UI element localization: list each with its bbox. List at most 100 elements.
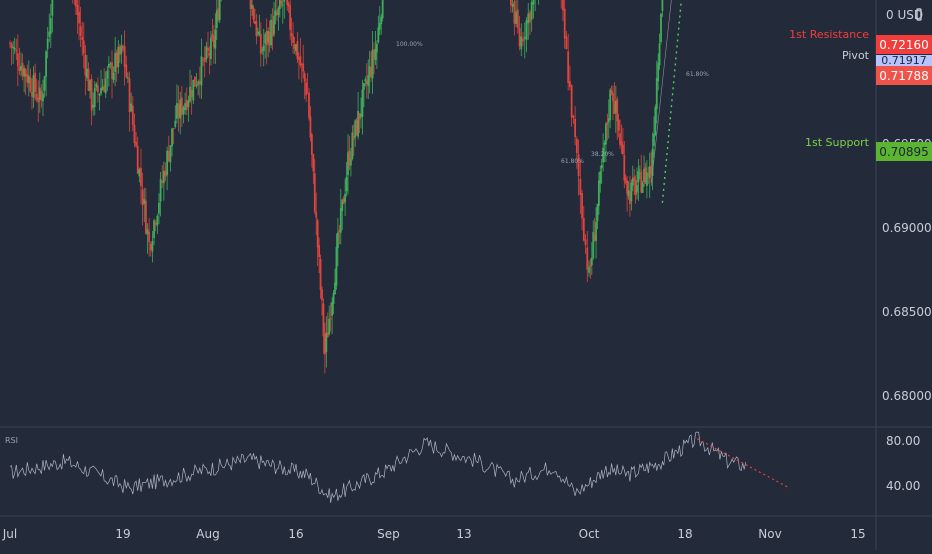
candle-body: [341, 199, 344, 212]
candle-body: [328, 318, 331, 335]
candle-body: [630, 182, 633, 202]
candle-body: [360, 113, 362, 118]
candle-body: [283, 0, 286, 2]
candle-body: [562, 0, 564, 11]
candle-body: [629, 191, 631, 205]
candle-body: [367, 74, 370, 86]
candle-body: [100, 88, 102, 94]
currency-label: 0 USD: [886, 8, 923, 22]
candle-body: [511, 3, 514, 7]
pivot-label: Pivot: [842, 49, 870, 62]
candle-body: [638, 169, 641, 171]
rsi-label: RSI: [5, 436, 18, 445]
candle-body: [125, 64, 128, 78]
candle-body: [86, 68, 88, 78]
candle-body: [581, 193, 583, 219]
candle-body: [321, 289, 323, 301]
candle-body: [185, 99, 188, 111]
candle-body: [93, 88, 96, 107]
candle-body: [211, 34, 214, 38]
candle-body: [87, 68, 90, 91]
candle-body: [650, 166, 653, 175]
candle-body: [215, 10, 218, 28]
candle-body: [277, 8, 280, 15]
candle-body: [162, 170, 165, 184]
candle-body: [280, 0, 283, 5]
candle-body: [75, 0, 77, 7]
candle-body: [347, 152, 349, 176]
candle-body: [624, 177, 627, 183]
candle-body: [156, 215, 159, 226]
candle-body: [332, 293, 335, 304]
candle-body: [161, 180, 164, 183]
candle-body: [631, 178, 634, 186]
candle-body: [523, 36, 526, 39]
candle-body: [92, 104, 95, 108]
candle-body: [146, 229, 149, 235]
candle-body: [158, 202, 160, 214]
candle-body: [344, 193, 347, 203]
candle-body: [527, 13, 530, 24]
y-tick-label: 0.69000: [882, 221, 932, 235]
candle-body: [589, 265, 592, 267]
candle-body: [596, 204, 599, 222]
overlays-group: [650, 0, 683, 203]
candle-body: [612, 93, 614, 102]
candle-body: [574, 118, 577, 138]
candle-body: [336, 232, 339, 248]
candle-body: [377, 27, 380, 43]
candle-body: [597, 180, 600, 206]
candle-body: [529, 12, 531, 23]
candle-body: [205, 46, 208, 60]
gear-icon[interactable]: [916, 8, 922, 21]
candle-body: [302, 63, 305, 72]
candle-body: [256, 32, 259, 34]
candle-body: [331, 302, 334, 316]
candle-body: [207, 47, 209, 52]
candle-body: [354, 120, 357, 138]
candle-body: [381, 0, 384, 19]
candle-body: [122, 46, 124, 49]
x-tick-label: 15: [850, 527, 865, 541]
candle-body: [626, 180, 629, 194]
candle-body: [177, 103, 180, 118]
candle-body: [579, 178, 582, 195]
candle-body: [315, 211, 318, 218]
candle-body: [588, 267, 590, 273]
candle-body: [148, 231, 151, 243]
candle-body: [348, 150, 351, 166]
candle-body: [595, 221, 597, 241]
candle-body: [297, 57, 300, 60]
candle-body: [115, 52, 118, 68]
y-tick-label: 0.68500: [882, 305, 932, 319]
candle-body: [520, 36, 523, 50]
candle-body: [131, 105, 134, 126]
candle-body: [613, 101, 616, 115]
candle-body: [9, 42, 11, 44]
candle-body: [34, 72, 37, 92]
candle-body: [32, 75, 35, 98]
candle-body: [182, 107, 185, 115]
candle-body: [130, 103, 133, 112]
candle-body: [259, 33, 262, 54]
candle-body: [306, 92, 309, 94]
candle-body: [569, 81, 571, 88]
candle-body: [329, 318, 332, 320]
candle-body: [308, 92, 310, 118]
candle-body: [296, 41, 299, 60]
candle-body: [18, 66, 21, 72]
candle-body: [289, 5, 292, 30]
x-tick-label: Aug: [196, 527, 219, 541]
support-price-value: 0.70895: [879, 145, 929, 159]
candle-body: [368, 66, 371, 78]
candle-body: [643, 168, 645, 182]
candle-body: [271, 21, 274, 37]
candle-body: [303, 73, 306, 82]
candle-body: [380, 16, 383, 25]
candle-body: [318, 245, 321, 258]
candle-body: [166, 150, 169, 176]
candle-body: [636, 184, 638, 193]
candle-body: [82, 40, 85, 54]
candle-body: [48, 31, 51, 37]
x-tick-label: 13: [456, 527, 471, 541]
